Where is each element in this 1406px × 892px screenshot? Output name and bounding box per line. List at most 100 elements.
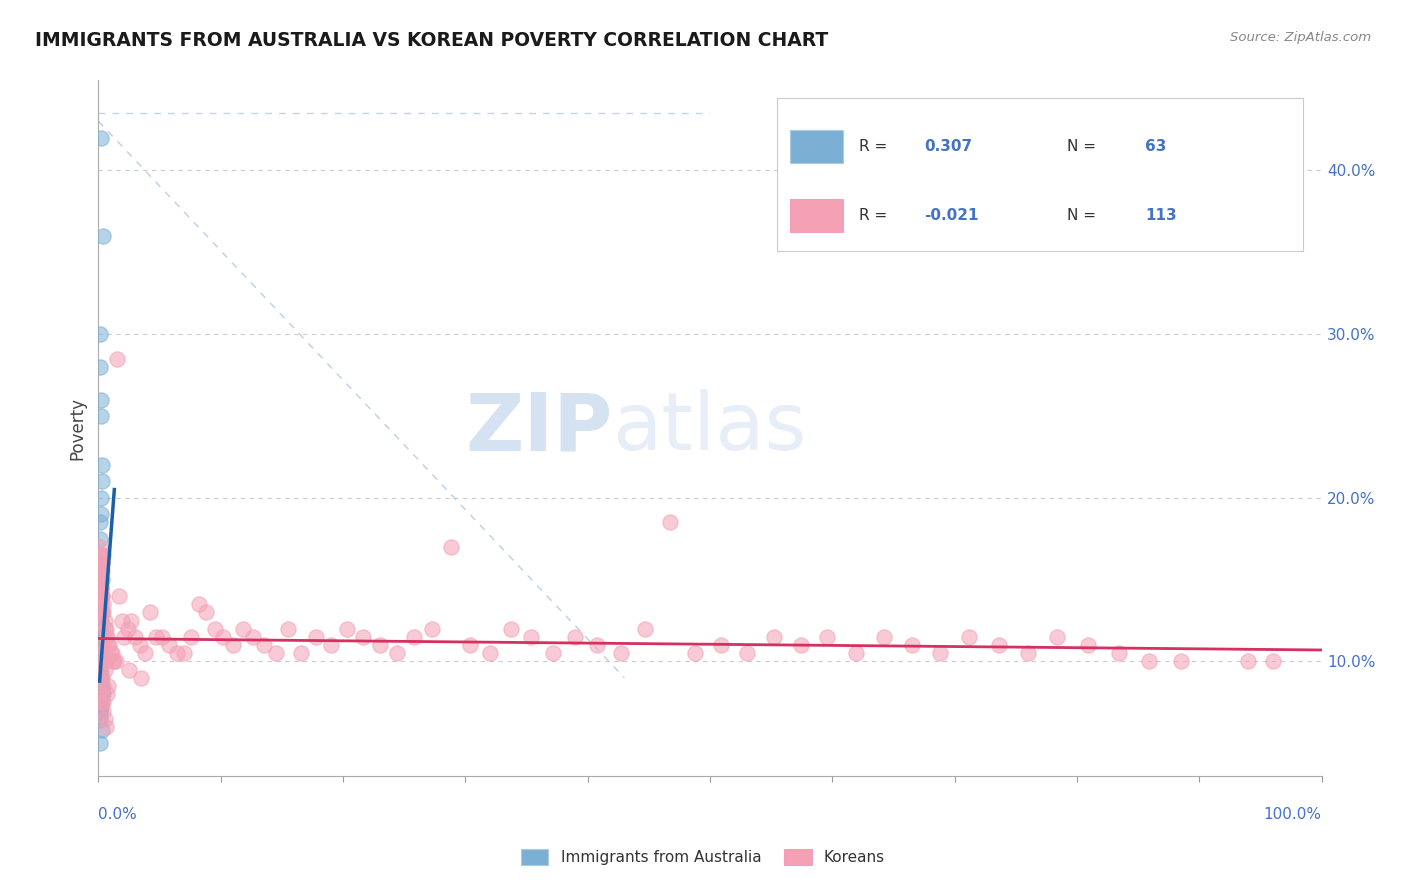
Point xyxy=(90,392,112,407)
Point xyxy=(987,638,1010,652)
Point xyxy=(91,475,114,489)
Point xyxy=(90,653,112,667)
Point xyxy=(478,646,501,660)
Point xyxy=(111,614,134,628)
Point xyxy=(89,597,111,611)
Point xyxy=(96,687,118,701)
Point xyxy=(89,589,111,603)
Point xyxy=(129,671,152,685)
Point xyxy=(336,622,359,636)
Point xyxy=(89,630,111,644)
Point xyxy=(1017,646,1039,660)
Point xyxy=(873,630,896,644)
Point xyxy=(204,622,226,636)
Point xyxy=(91,671,114,685)
Point xyxy=(157,638,180,652)
Point xyxy=(1137,655,1160,669)
Point xyxy=(90,689,112,703)
Point xyxy=(89,556,111,570)
Text: 0.0%: 0.0% xyxy=(98,807,138,822)
Point xyxy=(89,638,111,652)
Point xyxy=(89,540,111,554)
Point xyxy=(90,491,112,505)
Point xyxy=(710,638,733,652)
Point xyxy=(91,723,114,738)
Point xyxy=(685,646,707,660)
Point xyxy=(90,614,112,628)
Point xyxy=(91,695,114,709)
Point xyxy=(89,638,111,652)
Point xyxy=(129,638,152,652)
Point xyxy=(290,646,312,660)
Point xyxy=(90,597,112,611)
Point xyxy=(789,638,811,652)
Point xyxy=(195,605,218,619)
Point xyxy=(232,622,254,636)
Point xyxy=(91,597,114,611)
Point xyxy=(89,548,111,562)
Point xyxy=(91,589,114,603)
Point xyxy=(89,645,111,659)
Point xyxy=(89,516,111,530)
Point xyxy=(120,614,142,628)
Point xyxy=(1046,630,1069,644)
Point xyxy=(91,458,114,472)
Point xyxy=(89,702,111,716)
Point xyxy=(499,622,522,636)
Point xyxy=(90,673,112,687)
Text: IMMIGRANTS FROM AUSTRALIA VS KOREAN POVERTY CORRELATION CHART: IMMIGRANTS FROM AUSTRALIA VS KOREAN POVE… xyxy=(35,31,828,50)
Point xyxy=(89,649,111,664)
Point xyxy=(97,638,120,652)
Point xyxy=(1108,646,1130,660)
Point xyxy=(458,638,481,652)
Point xyxy=(94,630,117,644)
Point xyxy=(368,638,391,652)
Point xyxy=(91,548,114,562)
Point xyxy=(1237,655,1260,669)
Point xyxy=(105,351,128,366)
Point xyxy=(89,359,111,374)
Point xyxy=(112,630,135,644)
Point xyxy=(91,565,114,579)
Point xyxy=(90,700,112,714)
Point xyxy=(150,630,173,644)
Point xyxy=(520,630,543,644)
Point xyxy=(89,630,111,644)
Point xyxy=(89,657,111,672)
Point xyxy=(89,638,111,652)
Point xyxy=(94,720,117,734)
Point xyxy=(1077,638,1099,652)
Point xyxy=(93,663,115,677)
Point xyxy=(89,326,111,341)
Point xyxy=(93,712,115,726)
Point xyxy=(90,409,112,423)
Point xyxy=(658,516,681,530)
Point xyxy=(139,605,162,619)
Point xyxy=(91,646,114,660)
Point xyxy=(89,690,111,705)
Point xyxy=(440,540,463,554)
Point xyxy=(94,622,117,636)
Point xyxy=(145,630,167,644)
Point xyxy=(319,638,342,652)
Point xyxy=(89,532,111,546)
Point xyxy=(89,663,111,677)
Text: 100.0%: 100.0% xyxy=(1264,807,1322,822)
Point xyxy=(180,630,202,644)
Point xyxy=(89,675,111,690)
Point xyxy=(166,646,188,660)
Point xyxy=(101,646,124,660)
Point xyxy=(817,630,839,644)
Point xyxy=(735,646,758,660)
Point xyxy=(118,663,141,677)
Point xyxy=(187,597,209,611)
Point xyxy=(108,589,131,603)
Point xyxy=(277,622,299,636)
Point xyxy=(89,565,111,579)
Point xyxy=(89,614,111,628)
Point xyxy=(90,581,112,595)
Point xyxy=(90,130,112,145)
Point xyxy=(90,646,112,660)
Point xyxy=(242,630,264,644)
Point xyxy=(901,638,924,652)
